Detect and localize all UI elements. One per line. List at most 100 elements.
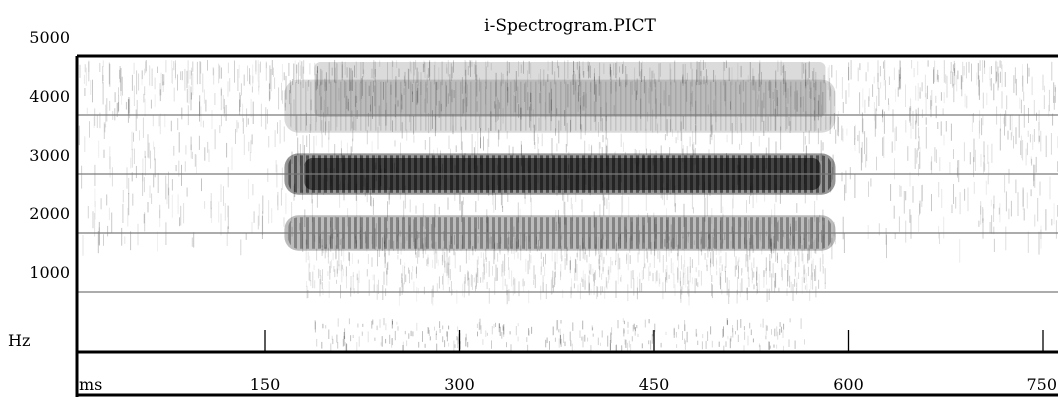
noise-speck bbox=[573, 283, 575, 289]
noise-speck bbox=[190, 136, 192, 151]
noise-speck bbox=[730, 335, 732, 342]
noise-speck bbox=[899, 60, 901, 79]
noise-speck bbox=[503, 324, 505, 335]
noise-speck bbox=[680, 121, 682, 141]
noise-speck bbox=[739, 282, 741, 298]
noise-speck bbox=[716, 260, 718, 265]
noise-speck bbox=[128, 99, 130, 114]
noise-speck bbox=[682, 148, 684, 162]
noise-speck bbox=[144, 156, 146, 176]
noise-speck bbox=[971, 63, 972, 82]
noise-speck bbox=[622, 64, 624, 74]
noise-speck bbox=[963, 142, 965, 162]
noise-speck bbox=[816, 190, 818, 201]
noise-speck bbox=[900, 67, 902, 90]
noise-speck bbox=[918, 136, 920, 149]
noise-speck bbox=[868, 88, 870, 102]
noise-speck bbox=[581, 199, 583, 213]
noise-speck bbox=[940, 92, 942, 101]
noise-speck bbox=[682, 331, 683, 340]
noise-speck bbox=[601, 286, 603, 292]
noise-speck bbox=[319, 279, 321, 297]
noise-speck bbox=[106, 194, 108, 206]
noise-speck bbox=[833, 90, 835, 107]
noise-speck bbox=[605, 144, 607, 157]
noise-speck bbox=[835, 70, 837, 89]
noise-speck bbox=[307, 251, 309, 261]
noise-speck bbox=[475, 274, 477, 287]
noise-speck bbox=[567, 246, 568, 251]
noise-speck bbox=[588, 283, 590, 296]
noise-speck bbox=[400, 258, 402, 265]
noise-speck bbox=[411, 272, 413, 280]
noise-speck bbox=[334, 60, 336, 83]
noise-speck bbox=[609, 343, 611, 352]
noise-speck bbox=[617, 320, 619, 329]
noise-speck bbox=[593, 272, 595, 286]
noise-speck bbox=[672, 262, 674, 275]
noise-speck bbox=[795, 256, 797, 268]
noise-speck bbox=[683, 241, 685, 260]
noise-speck bbox=[162, 81, 164, 92]
noise-speck bbox=[700, 270, 702, 286]
noise-speck bbox=[144, 68, 145, 76]
noise-speck bbox=[491, 340, 492, 349]
noise-speck bbox=[240, 95, 241, 107]
noise-speck bbox=[332, 252, 334, 261]
noise-speck bbox=[506, 71, 508, 91]
noise-speck bbox=[442, 336, 444, 343]
noise-speck bbox=[742, 267, 743, 273]
noise-speck bbox=[601, 273, 603, 280]
noise-speck bbox=[890, 184, 892, 201]
noise-speck bbox=[969, 152, 971, 165]
noise-speck bbox=[429, 61, 431, 81]
noise-speck bbox=[1005, 191, 1007, 212]
noise-speck bbox=[437, 259, 439, 266]
noise-speck bbox=[674, 185, 676, 207]
noise-speck bbox=[407, 68, 409, 80]
noise-speck bbox=[579, 283, 581, 300]
noise-speck bbox=[159, 204, 161, 219]
noise-speck bbox=[669, 147, 671, 158]
noise-speck bbox=[873, 102, 875, 121]
noise-speck bbox=[609, 63, 611, 75]
noise-speck bbox=[189, 70, 191, 80]
noise-speck bbox=[623, 320, 625, 325]
noise-speck bbox=[1023, 105, 1025, 128]
noise-speck bbox=[165, 175, 167, 200]
noise-speck bbox=[1054, 84, 1056, 92]
noise-speck bbox=[605, 137, 607, 160]
noise-speck bbox=[475, 60, 477, 81]
noise-speck bbox=[202, 120, 204, 128]
noise-speck bbox=[268, 200, 270, 224]
noise-speck bbox=[589, 270, 591, 275]
noise-speck bbox=[982, 60, 984, 83]
noise-speck bbox=[615, 63, 617, 79]
noise-speck bbox=[822, 249, 824, 267]
noise-speck bbox=[107, 225, 109, 237]
noise-speck bbox=[475, 60, 477, 77]
noise-speck bbox=[508, 289, 510, 302]
noise-speck bbox=[1032, 134, 1034, 150]
noise-speck bbox=[510, 344, 512, 352]
noise-speck bbox=[543, 69, 545, 86]
noise-speck bbox=[1013, 135, 1014, 149]
noise-speck bbox=[973, 181, 975, 194]
noise-speck bbox=[314, 62, 316, 76]
noise-speck bbox=[181, 107, 183, 120]
noise-speck bbox=[599, 265, 601, 278]
noise-speck bbox=[726, 134, 728, 143]
noise-speck bbox=[373, 284, 375, 292]
noise-speck bbox=[732, 198, 734, 221]
noise-speck bbox=[502, 206, 504, 212]
noise-speck bbox=[655, 272, 657, 284]
noise-speck bbox=[1053, 203, 1055, 225]
noise-speck bbox=[910, 123, 912, 139]
noise-speck bbox=[480, 325, 482, 334]
noise-speck bbox=[218, 201, 220, 223]
noise-speck bbox=[701, 341, 703, 350]
noise-speck bbox=[704, 62, 706, 69]
noise-speck bbox=[79, 64, 81, 78]
noise-speck bbox=[404, 266, 405, 285]
noise-speck bbox=[316, 189, 318, 208]
